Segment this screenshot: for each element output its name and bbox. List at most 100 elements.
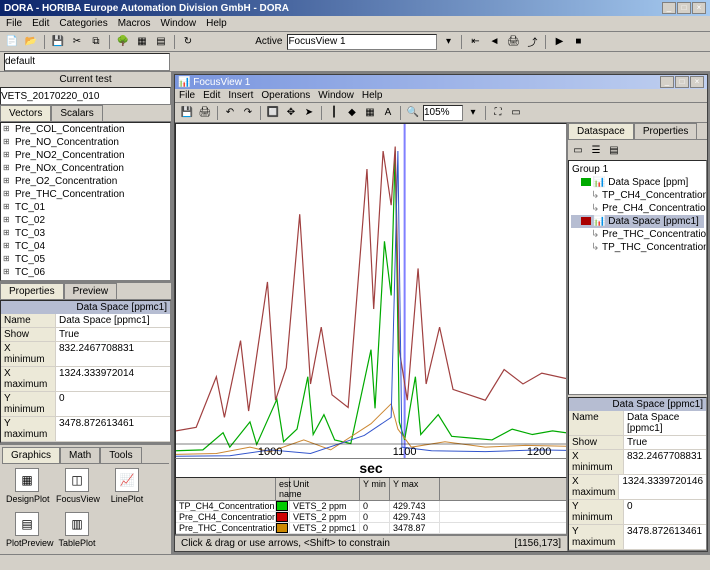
zoomwin-icon[interactable]: 🔲 (265, 105, 281, 121)
tree-item[interactable]: Pre_NO2_Concentration (1, 149, 170, 162)
dataspace-tree[interactable]: Group 1📊 Data Space [ppm]↳ TP_CH4_Concen… (568, 160, 707, 395)
grid-icon[interactable]: ▦ (362, 105, 378, 121)
ds-view3-icon[interactable]: ▤ (606, 142, 622, 158)
tab-graphics[interactable]: Graphics (2, 447, 60, 463)
minimize-button[interactable]: _ (662, 2, 676, 14)
marker-icon[interactable]: ◆ (344, 105, 360, 121)
mdi-menu-edit[interactable]: Edit (203, 90, 220, 101)
tab-vectors[interactable]: Vectors (0, 105, 51, 121)
menu-file[interactable]: File (6, 18, 22, 29)
zoom-input[interactable] (423, 105, 463, 121)
ds-node[interactable]: 📊 Data Space [ppmc1] (571, 215, 704, 228)
gfx-tableplot[interactable]: ▥TablePlot (56, 512, 98, 548)
mdi-print-icon[interactable]: 🖨 (197, 105, 213, 121)
pan-icon[interactable]: ✥ (283, 105, 299, 121)
menu-categories[interactable]: Categories (59, 18, 107, 29)
play-icon[interactable]: ▶ (551, 34, 567, 50)
mdi-menu-file[interactable]: File (179, 90, 195, 101)
chart-canvas[interactable]: 100011001200 (175, 123, 567, 459)
tree-item[interactable]: TC_05 (1, 253, 170, 266)
tab-right-properties[interactable]: Properties (634, 123, 698, 139)
grid-header[interactable] (176, 478, 276, 500)
active-view-select[interactable] (287, 34, 437, 50)
pointer-icon[interactable]: ➤ (301, 105, 317, 121)
grid-header[interactable]: Y min (360, 478, 390, 500)
close-button[interactable]: × (692, 2, 706, 14)
prop-value[interactable]: 832.2467708831 (624, 450, 706, 474)
tree-item[interactable]: TC_04 (1, 240, 170, 253)
copy-icon[interactable]: ⧉ (88, 34, 104, 50)
tree-item[interactable]: Pre_NO_Concentration (1, 136, 170, 149)
tab-math[interactable]: Math (60, 447, 100, 463)
grid-row[interactable]: Pre_CH4_ConcentrationVETS_2 ppm0429.743 (176, 512, 566, 523)
gfx-focusview[interactable]: ◫FocusView (56, 468, 98, 504)
tree-icon[interactable]: 🌳 (115, 34, 131, 50)
tree-item[interactable]: TC_03 (1, 227, 170, 240)
prop-value[interactable]: True (624, 436, 706, 449)
tree-item[interactable]: Pre_THC_Concentration (1, 188, 170, 201)
mdi-menu-insert[interactable]: Insert (228, 90, 253, 101)
view2-icon[interactable]: ▤ (153, 34, 169, 50)
prop-value[interactable]: 1324.333972014 (56, 367, 170, 391)
vectors-tree[interactable]: Pre_COL_ConcentrationPre_NO_Concentratio… (0, 122, 171, 281)
export-icon[interactable]: ⤴ (524, 34, 540, 50)
mdi-menu-operations[interactable]: Operations (261, 90, 310, 101)
stop-icon[interactable]: ■ (570, 34, 586, 50)
ds-view2-icon[interactable]: ☰ (588, 142, 604, 158)
ds-node[interactable]: 📊 Data Space [ppm] (571, 176, 704, 189)
tree-item[interactable]: TC_01 (1, 201, 170, 214)
save-icon[interactable]: 💾 (50, 34, 66, 50)
grid-row[interactable]: Pre_THC_ConcentrationVETS_2 ppmc103478.8… (176, 523, 566, 534)
grid-row[interactable]: TP_CH4_ConcentrationVETS_2 ppm0429.743 (176, 501, 566, 512)
tab-scalars[interactable]: Scalars (51, 105, 102, 121)
view-icon[interactable]: ▦ (134, 34, 150, 50)
open-icon[interactable]: 📂 (23, 34, 39, 50)
mdi-minimize-button[interactable]: _ (660, 76, 674, 88)
test-select[interactable] (0, 87, 171, 105)
menu-window[interactable]: Window (161, 18, 197, 29)
gfx-designplot[interactable]: ▦DesignPlot (6, 468, 48, 504)
tree-item[interactable]: Pre_COL_Concentration (1, 123, 170, 136)
gfx-plotpreview[interactable]: ▤PlotPreview (6, 512, 48, 548)
cut-icon[interactable]: ✂ (69, 34, 85, 50)
prop-value[interactable]: 832.2467708831 (56, 342, 170, 366)
layout-select[interactable] (4, 53, 170, 71)
tab-properties[interactable]: Properties (0, 283, 64, 299)
fit-icon[interactable]: ⛶ (490, 105, 506, 121)
cursor-icon[interactable]: ┃ (326, 105, 342, 121)
ds-view1-icon[interactable]: ▭ (570, 142, 586, 158)
ds-group[interactable]: Group 1 (571, 163, 704, 176)
grid-header[interactable]: est name (276, 478, 290, 500)
tree-item[interactable]: TC_02 (1, 214, 170, 227)
mdi-menu-window[interactable]: Window (318, 90, 354, 101)
prop-value[interactable]: Data Space [ppmc1] (56, 314, 170, 327)
undo-icon[interactable]: ↶ (222, 105, 238, 121)
maximize-button[interactable]: □ (677, 2, 691, 14)
prop-value[interactable]: 3478.872613461 (624, 525, 706, 549)
new-icon[interactable]: 📄 (4, 34, 20, 50)
redo-icon[interactable]: ↷ (240, 105, 256, 121)
mdi-menu-help[interactable]: Help (362, 90, 383, 101)
mdi-maximize-button[interactable]: □ (675, 76, 689, 88)
mdi-save-icon[interactable]: 💾 (179, 105, 195, 121)
menu-macros[interactable]: Macros (118, 18, 151, 29)
tree-item[interactable]: Pre_O2_Concentration (1, 175, 170, 188)
nav-prev-icon[interactable]: ◄ (486, 34, 502, 50)
refresh-icon[interactable]: ↻ (180, 34, 196, 50)
prop-value[interactable]: 0 (56, 392, 170, 416)
tab-dataspace[interactable]: Dataspace (568, 123, 634, 139)
zoom-dropdown-icon[interactable]: ▾ (465, 105, 481, 121)
prop-value[interactable]: True (56, 328, 170, 341)
mdi-close-button[interactable]: × (690, 76, 704, 88)
tab-tools[interactable]: Tools (100, 447, 141, 463)
print-icon[interactable]: 🖨 (505, 34, 521, 50)
tab-preview[interactable]: Preview (64, 283, 118, 299)
tree-item[interactable]: TC_06 (1, 266, 170, 279)
prop-value[interactable]: Data Space [ppmc1] (624, 411, 706, 435)
grid-header[interactable]: Y max (390, 478, 440, 500)
ds-leaf[interactable]: ↳ Pre_THC_Concentration [p (571, 228, 704, 241)
prop-value[interactable]: 1324.3339720146 (619, 475, 706, 499)
ds-leaf[interactable]: ↳ TP_THC_Concentration [pp (571, 241, 704, 254)
series-grid[interactable]: est nameUnitY minY max TP_CH4_Concentrat… (175, 477, 567, 535)
menu-edit[interactable]: Edit (32, 18, 49, 29)
